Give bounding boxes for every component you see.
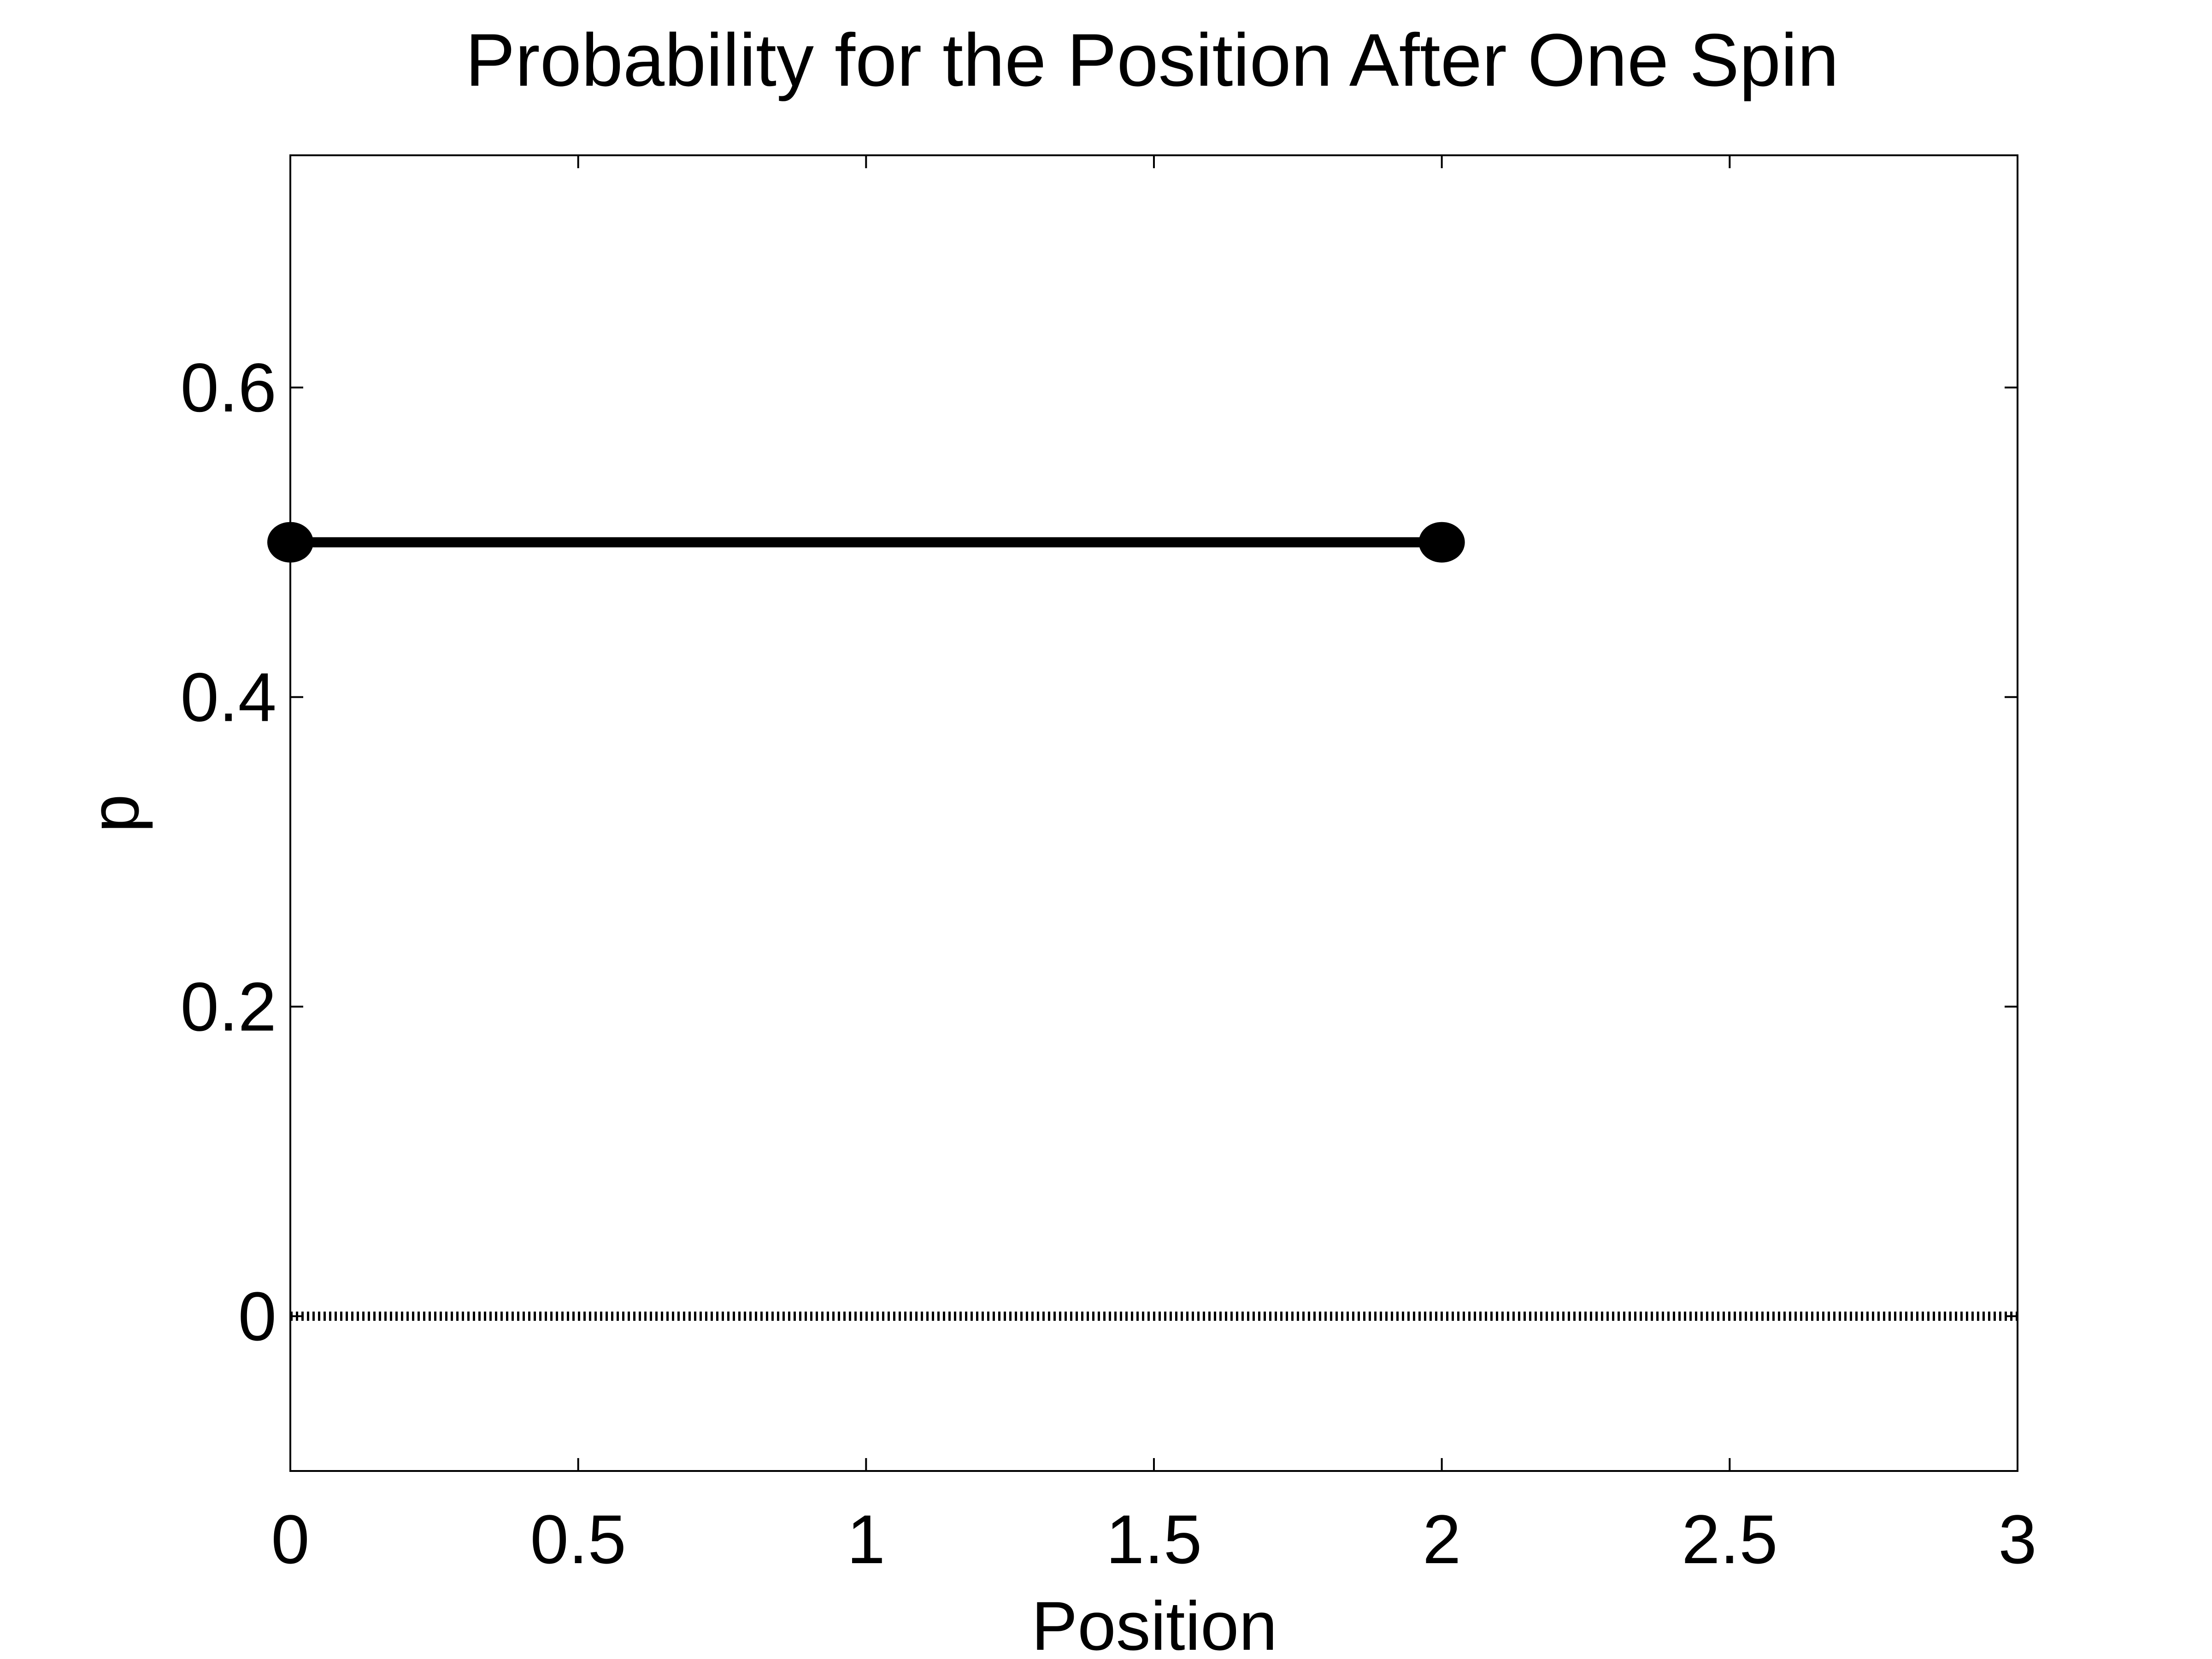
chart-title: Probability for the Position After One S…: [465, 18, 1839, 102]
x-tick-label: 2.5: [1682, 1500, 1778, 1578]
x-tick-label: 1.5: [1106, 1500, 1202, 1578]
x-tick-label: 1: [847, 1500, 885, 1578]
y-tick-label: 0.6: [180, 349, 276, 426]
x-tick-label: 0.5: [530, 1500, 626, 1578]
x-tick-label: 0: [271, 1500, 309, 1578]
x-axis-ticks: 0 0.5 1 1.5 2 2.5 3: [271, 155, 2037, 1578]
y-tick-label: 0.2: [180, 968, 276, 1045]
series-layer: [267, 522, 2018, 1321]
x-axis-label: Position: [1031, 1587, 1277, 1659]
y-axis-ticks: 0 0.2 0.4 0.6: [180, 349, 2018, 1355]
x-tick-label: 3: [1998, 1500, 2036, 1578]
data-point: [267, 522, 313, 563]
data-point: [1418, 522, 1465, 563]
y-axis-label: p: [76, 794, 153, 832]
y-tick-label: 0.4: [180, 659, 276, 736]
y-tick-label: 0: [238, 1277, 276, 1355]
x-tick-label: 2: [1423, 1500, 1461, 1578]
